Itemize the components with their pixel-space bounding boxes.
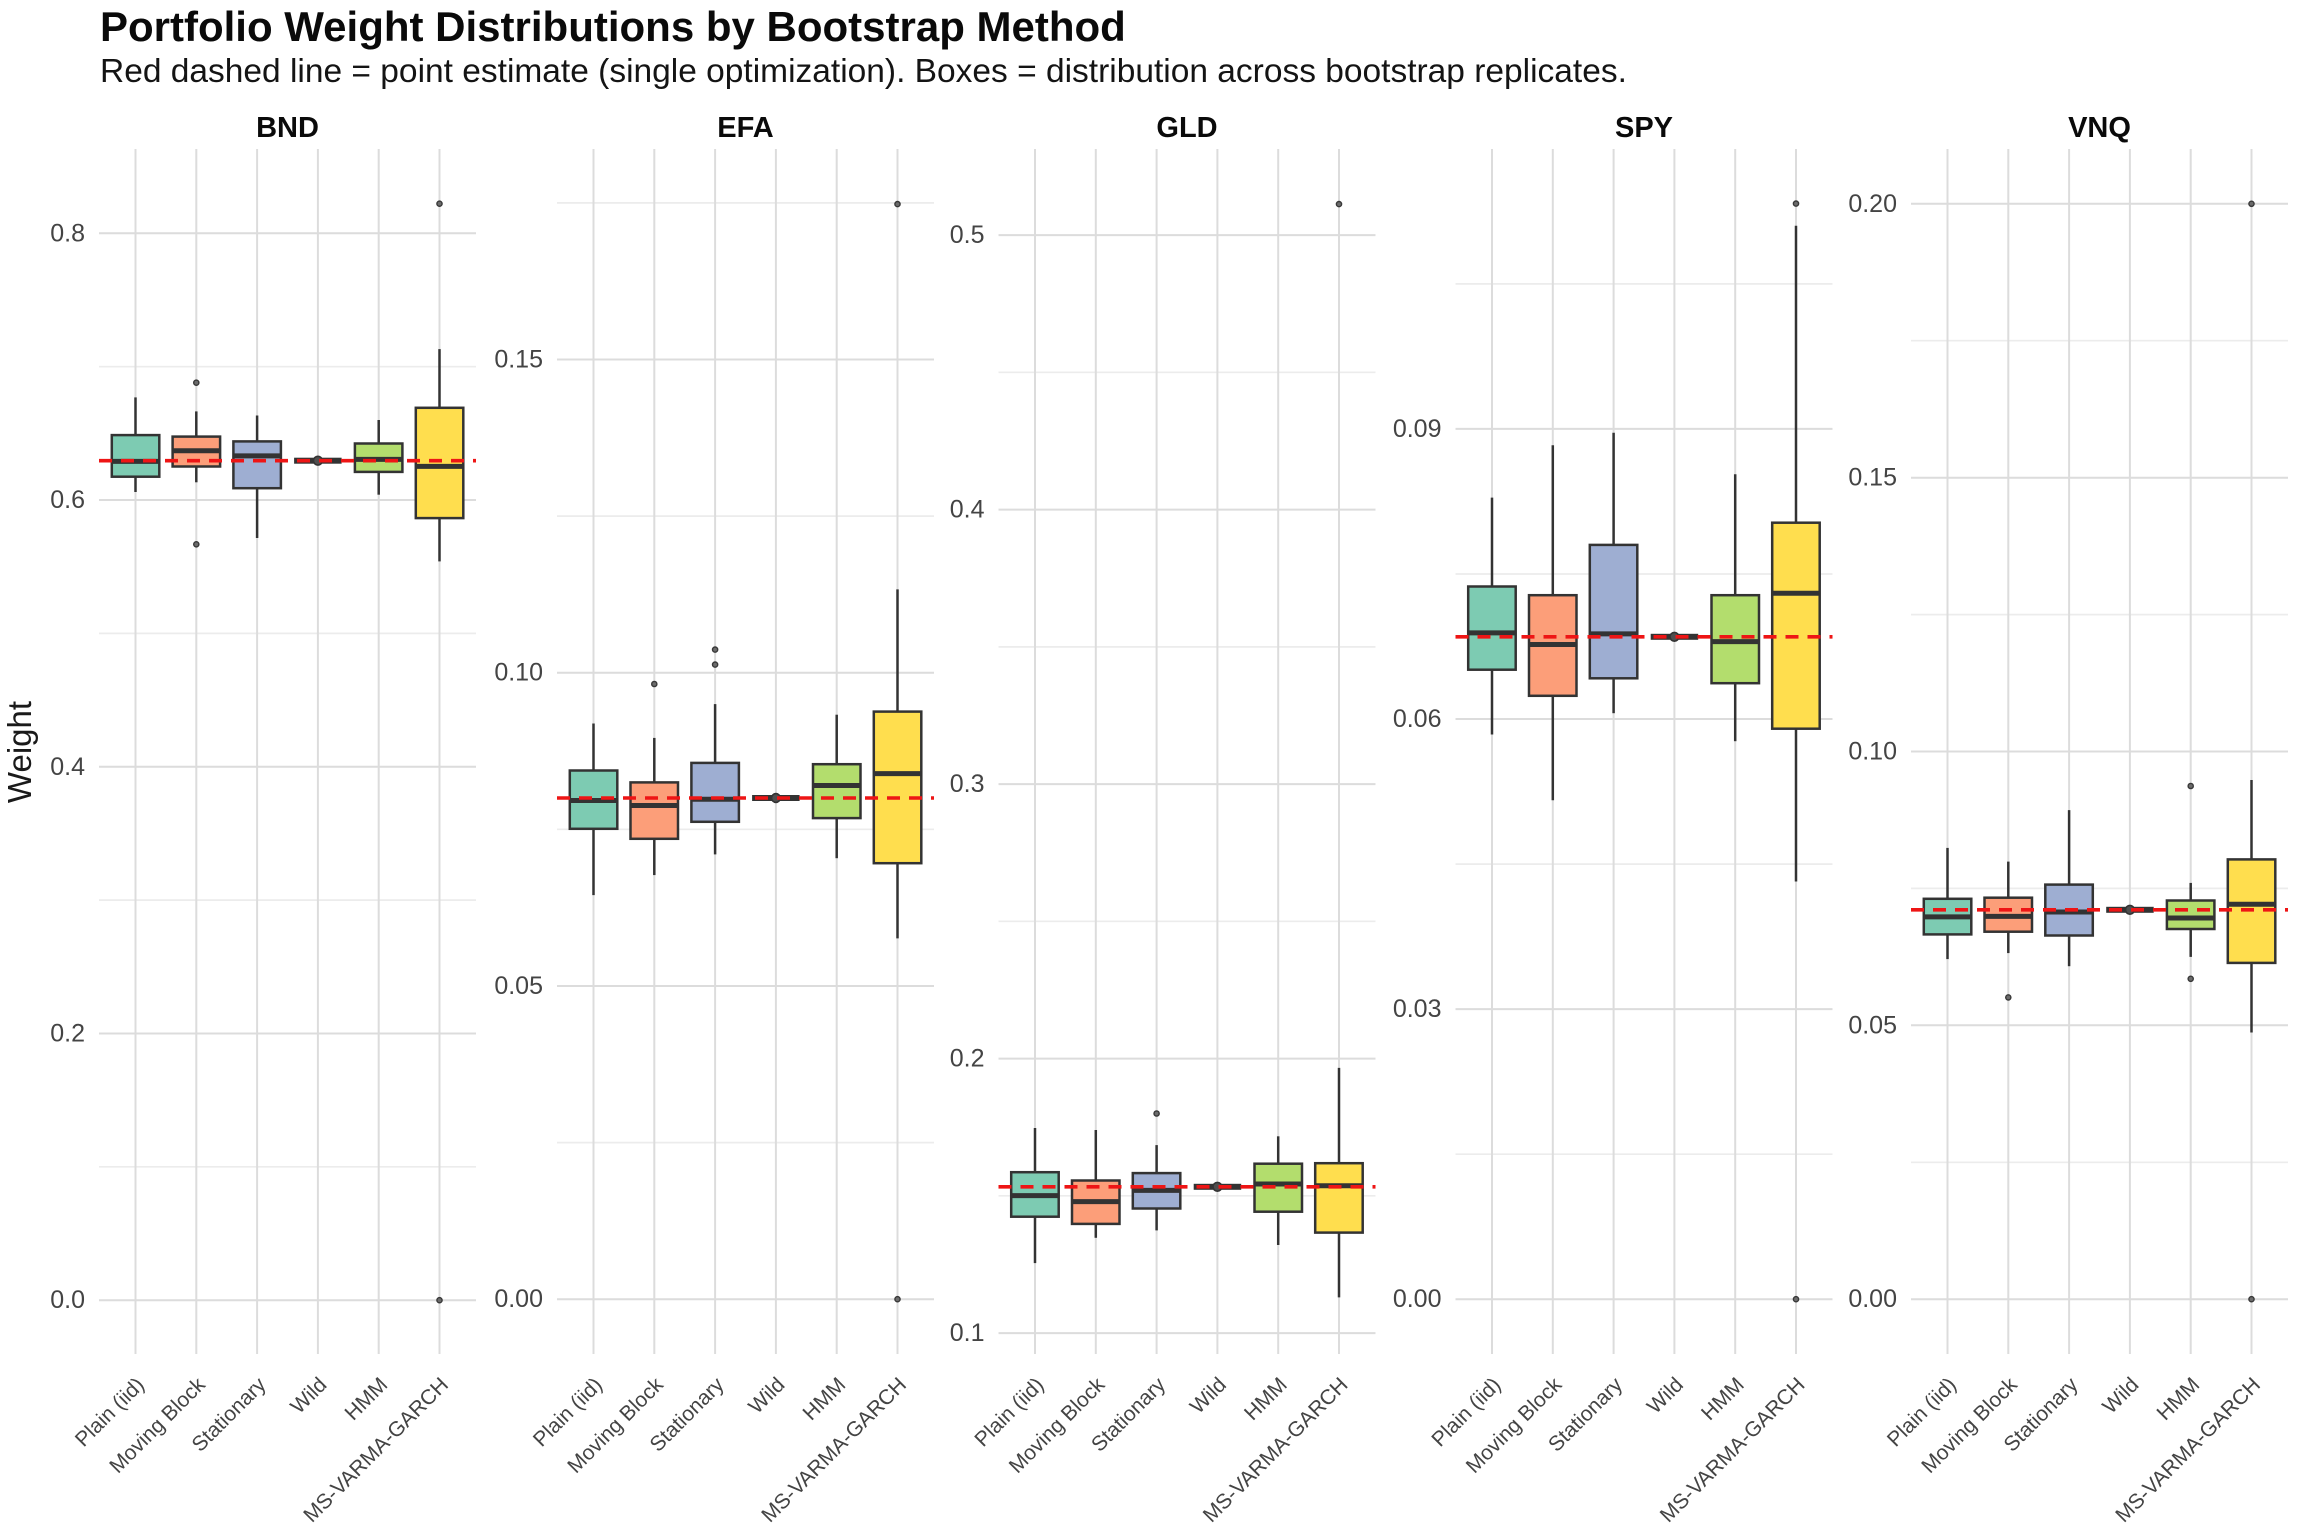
svg-text:0.03: 0.03 [1393, 995, 1442, 1023]
svg-text:0.5: 0.5 [950, 221, 985, 249]
svg-text:0.4: 0.4 [950, 496, 985, 524]
svg-text:0.00: 0.00 [1393, 1285, 1442, 1313]
svg-text:0.4: 0.4 [50, 753, 85, 781]
svg-text:0.05: 0.05 [1848, 1011, 1897, 1039]
svg-text:0.09: 0.09 [1393, 415, 1442, 443]
svg-text:0.00: 0.00 [494, 1285, 543, 1313]
svg-text:0.1: 0.1 [950, 1319, 985, 1347]
svg-text:0.6: 0.6 [50, 486, 85, 514]
svg-text:0.06: 0.06 [1393, 705, 1442, 733]
svg-text:0.10: 0.10 [494, 659, 543, 687]
svg-text:SPY: SPY [1615, 112, 1673, 144]
svg-text:0.0: 0.0 [50, 1286, 85, 1314]
svg-text:BND: BND [256, 112, 319, 144]
svg-text:Portfolio Weight Distributions: Portfolio Weight Distributions by Bootst… [100, 3, 1126, 50]
svg-text:VNQ: VNQ [2068, 112, 2131, 144]
svg-text:0.8: 0.8 [50, 219, 85, 247]
svg-text:0.2: 0.2 [950, 1045, 985, 1073]
svg-text:GLD: GLD [1156, 112, 1217, 144]
svg-text:0.05: 0.05 [494, 972, 543, 1000]
svg-text:0.2: 0.2 [50, 1020, 85, 1048]
svg-text:EFA: EFA [717, 112, 773, 144]
svg-text:0.3: 0.3 [950, 770, 985, 798]
svg-text:0.15: 0.15 [1848, 464, 1897, 492]
svg-text:0.10: 0.10 [1848, 738, 1897, 766]
svg-text:Weight: Weight [1, 701, 38, 803]
svg-text:Red dashed line = point estima: Red dashed line = point estimate (single… [100, 53, 1627, 90]
svg-text:0.20: 0.20 [1848, 190, 1897, 218]
svg-text:0.15: 0.15 [494, 346, 543, 374]
svg-text:0.00: 0.00 [1848, 1285, 1897, 1313]
